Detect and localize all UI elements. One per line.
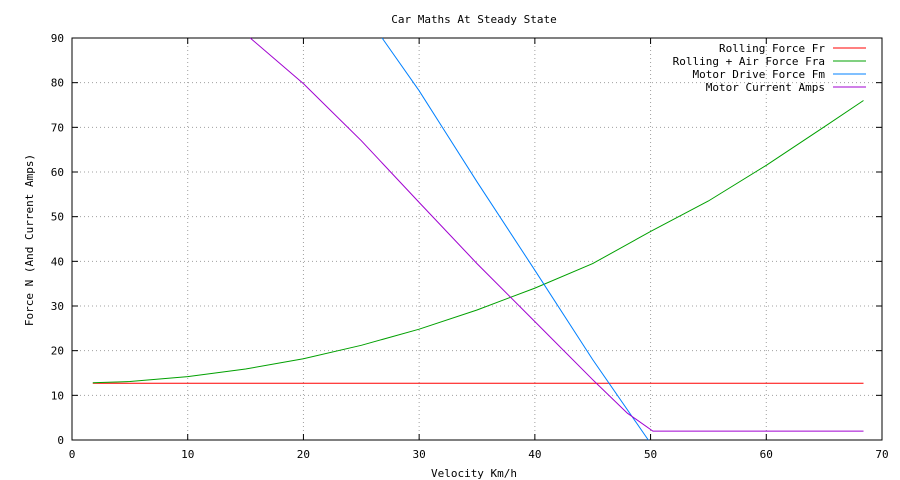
grid-lines bbox=[72, 38, 882, 440]
legend-label: Motor Drive Force Fm bbox=[693, 68, 826, 81]
y-tick-label: 70 bbox=[51, 121, 64, 134]
chart-title: Car Maths At Steady State bbox=[391, 13, 557, 26]
series-layer bbox=[92, 37, 864, 441]
y-tick-label: 40 bbox=[51, 255, 64, 268]
y-tick-label: 60 bbox=[51, 166, 64, 179]
series-line-3 bbox=[381, 37, 649, 441]
plot-frame bbox=[71, 37, 883, 441]
y-tick-label: 30 bbox=[51, 300, 64, 313]
y-tick-label: 90 bbox=[51, 32, 64, 45]
y-tick-label: 20 bbox=[51, 345, 64, 358]
y-axis-label: Force N (And Current Amps) bbox=[23, 154, 36, 326]
x-tick-label: 50 bbox=[644, 448, 657, 461]
y-tick-label: 10 bbox=[51, 389, 64, 402]
axis-ticks: 0 10 20 30 40 50 60 70 0 10 20 30 40 50 60 70 80 90 bbox=[51, 32, 889, 461]
y-tick-label: 0 bbox=[57, 434, 64, 447]
series-line-4 bbox=[249, 37, 864, 432]
x-tick-label: 0 bbox=[69, 448, 76, 461]
x-axis-label: Velocity Km/h bbox=[431, 467, 517, 480]
x-tick-label: 10 bbox=[181, 448, 194, 461]
x-tick-label: 30 bbox=[413, 448, 426, 461]
x-tick-label: 40 bbox=[528, 448, 541, 461]
y-tick-label: 80 bbox=[51, 77, 64, 90]
x-tick-label: 70 bbox=[875, 448, 888, 461]
x-tick-label: 60 bbox=[760, 448, 773, 461]
x-tick-label: 20 bbox=[297, 448, 310, 461]
legend-label: Motor Current Amps bbox=[706, 81, 825, 94]
series-line-2 bbox=[92, 100, 864, 384]
legend-label: Rolling Force Fr bbox=[719, 42, 825, 55]
y-tick-label: 50 bbox=[51, 211, 64, 224]
legend-label: Rolling + Air Force Fra bbox=[673, 55, 825, 68]
